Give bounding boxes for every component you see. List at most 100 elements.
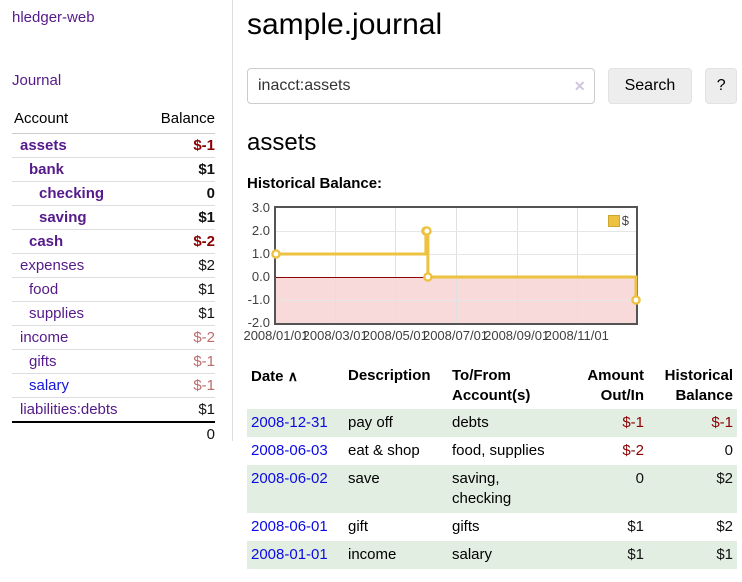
app-title-link[interactable]: hledger-web [12, 9, 95, 26]
register-amount: $-2 [622, 442, 644, 459]
x-tick-label: 2008/11/01 [544, 328, 609, 343]
account-row: assets $-1 [12, 133, 215, 158]
register-row[interactable]: 2008-06-01 gift gifts $1 $2 [247, 513, 737, 541]
x-tick-label: 2008/09/01 [484, 328, 550, 343]
x-tick-label: 2008/03/01 [302, 328, 368, 343]
search-input[interactable] [247, 68, 595, 104]
sidebar: hledger-web Journal Account Balance asse… [0, 0, 233, 446]
balance-line-series [271, 226, 641, 305]
account-link[interactable]: bank [29, 161, 65, 178]
vertical-gridline [395, 208, 397, 323]
sidebar-item-journal[interactable]: Journal [12, 72, 62, 89]
accounts-table: Account Balance assets $-1 bank $1 checking 0… [12, 108, 215, 446]
account-balance: $-1 [144, 349, 215, 374]
account-link[interactable]: liabilities:debts [20, 400, 118, 418]
page-title: sample.journal [247, 8, 443, 41]
account-balance: $1 [144, 277, 215, 302]
register-description: eat & shop [348, 442, 420, 459]
register-date: 2008-01-01 [247, 541, 344, 569]
account-link[interactable]: salary [29, 377, 70, 394]
register-amount: $1 [627, 518, 644, 535]
register-row[interactable]: 2008-06-03 eat & shop food, supplies $-2 0 [247, 437, 737, 465]
y-tick-label: -2.0 [247, 315, 270, 330]
accounts-col-account: Account [12, 108, 145, 134]
account-row: income $-2 [12, 325, 215, 350]
account-heading: assets [247, 129, 317, 156]
vertical-gridline [455, 208, 457, 323]
register-accounts: debts [452, 414, 489, 431]
register-table: Date ∧ Description To/From Account(s) Am… [247, 363, 737, 569]
register-date: 2008-06-01 [247, 513, 344, 541]
account-link[interactable]: food [29, 281, 59, 298]
register-date: 2008-12-31 [247, 409, 344, 437]
chart-plot-area: $ [271, 206, 641, 325]
search-button[interactable]: Search [607, 68, 693, 104]
y-tick-label: 3.0 [251, 200, 270, 215]
register-col-date[interactable]: Date ∧ [251, 368, 298, 385]
data-point [423, 272, 433, 282]
x-tick-label: 2008/05/01 [362, 328, 428, 343]
register-description: income [348, 546, 397, 563]
account-link[interactable]: checking [39, 185, 105, 202]
horizontal-gridline [276, 254, 636, 255]
account-row: saving $1 [12, 205, 215, 230]
account-row: cash $-2 [12, 229, 215, 254]
register-col-accounts: To/From Account(s) [452, 367, 531, 404]
register-accounts: food, supplies [452, 442, 545, 459]
account-link[interactable]: gifts [29, 353, 57, 370]
register-accounts: saving, checking [452, 470, 512, 507]
account-row: expenses $2 [12, 253, 215, 278]
account-row: salary $-1 [12, 373, 215, 398]
account-link[interactable]: expenses [20, 257, 85, 274]
register-balance: $2 [716, 470, 733, 487]
chart-heading: Historical Balance: [247, 175, 383, 192]
account-balance: $1 [144, 205, 215, 230]
transaction-date-link[interactable]: 2008-12-31 [251, 414, 328, 431]
account-row: checking 0 [12, 181, 215, 206]
sort-up-icon: ∧ [287, 368, 298, 384]
help-button[interactable]: ? [705, 68, 737, 104]
register-col-amount: Amount Out/In [587, 367, 644, 404]
vertical-gridline [516, 208, 518, 323]
x-tick-label: 2008/01/01 [243, 328, 309, 343]
historical-balance-chart: $ 3.0 2.0 1.0 0.0 -1.0 -2.0 2008/01/01 2008/03/… [243, 200, 641, 346]
accounts-col-balance: Balance [144, 108, 215, 134]
data-point [271, 249, 281, 259]
account-row: bank $1 [12, 157, 215, 182]
transaction-date-link[interactable]: 2008-06-01 [251, 518, 328, 535]
account-link[interactable]: income [20, 329, 69, 346]
register-col-balance: Historical Balance [664, 367, 733, 404]
register-row[interactable]: 2008-01-01 income salary $1 $1 [247, 541, 737, 569]
register-balance: 0 [724, 442, 733, 459]
register-date: 2008-06-02 [247, 465, 344, 513]
accounts-header-row: Account Balance [12, 108, 215, 134]
register-row[interactable]: 2008-12-31 pay off debts $-1 $-1 [247, 409, 737, 437]
account-link[interactable]: assets [20, 137, 67, 154]
register-header-row: Date ∧ Description To/From Account(s) Am… [247, 363, 737, 409]
clear-search-icon[interactable]: ✕ [573, 78, 586, 94]
y-tick-label: -1.0 [247, 292, 270, 307]
transaction-date-link[interactable]: 2008-06-03 [251, 442, 328, 459]
register-amount: $-1 [622, 414, 644, 431]
account-balance: $1 [144, 301, 215, 326]
transaction-date-link[interactable]: 2008-06-02 [251, 470, 328, 487]
account-balance: 0 [144, 181, 215, 206]
account-balance: $-2 [144, 325, 215, 350]
horizontal-gridline [276, 231, 636, 232]
account-link[interactable]: supplies [29, 305, 85, 322]
data-point [631, 295, 641, 305]
account-link[interactable]: saving [39, 209, 87, 226]
accounts-total-balance: 0 [144, 420, 215, 446]
account-row: food $1 [12, 277, 215, 302]
account-balance: $1 [144, 397, 215, 422]
register-balance: $-1 [711, 414, 733, 431]
register-description: save [348, 470, 380, 487]
search-form: ✕ Search ? [247, 68, 737, 104]
transaction-date-link[interactable]: 2008-01-01 [251, 546, 328, 563]
legend-label: $ [621, 213, 629, 228]
register-row[interactable]: 2008-06-02 save saving, checking 0 $2 [247, 465, 737, 513]
register-balance: $1 [716, 546, 733, 563]
account-link[interactable]: cash [29, 233, 64, 250]
chart-legend: $ [605, 212, 631, 229]
